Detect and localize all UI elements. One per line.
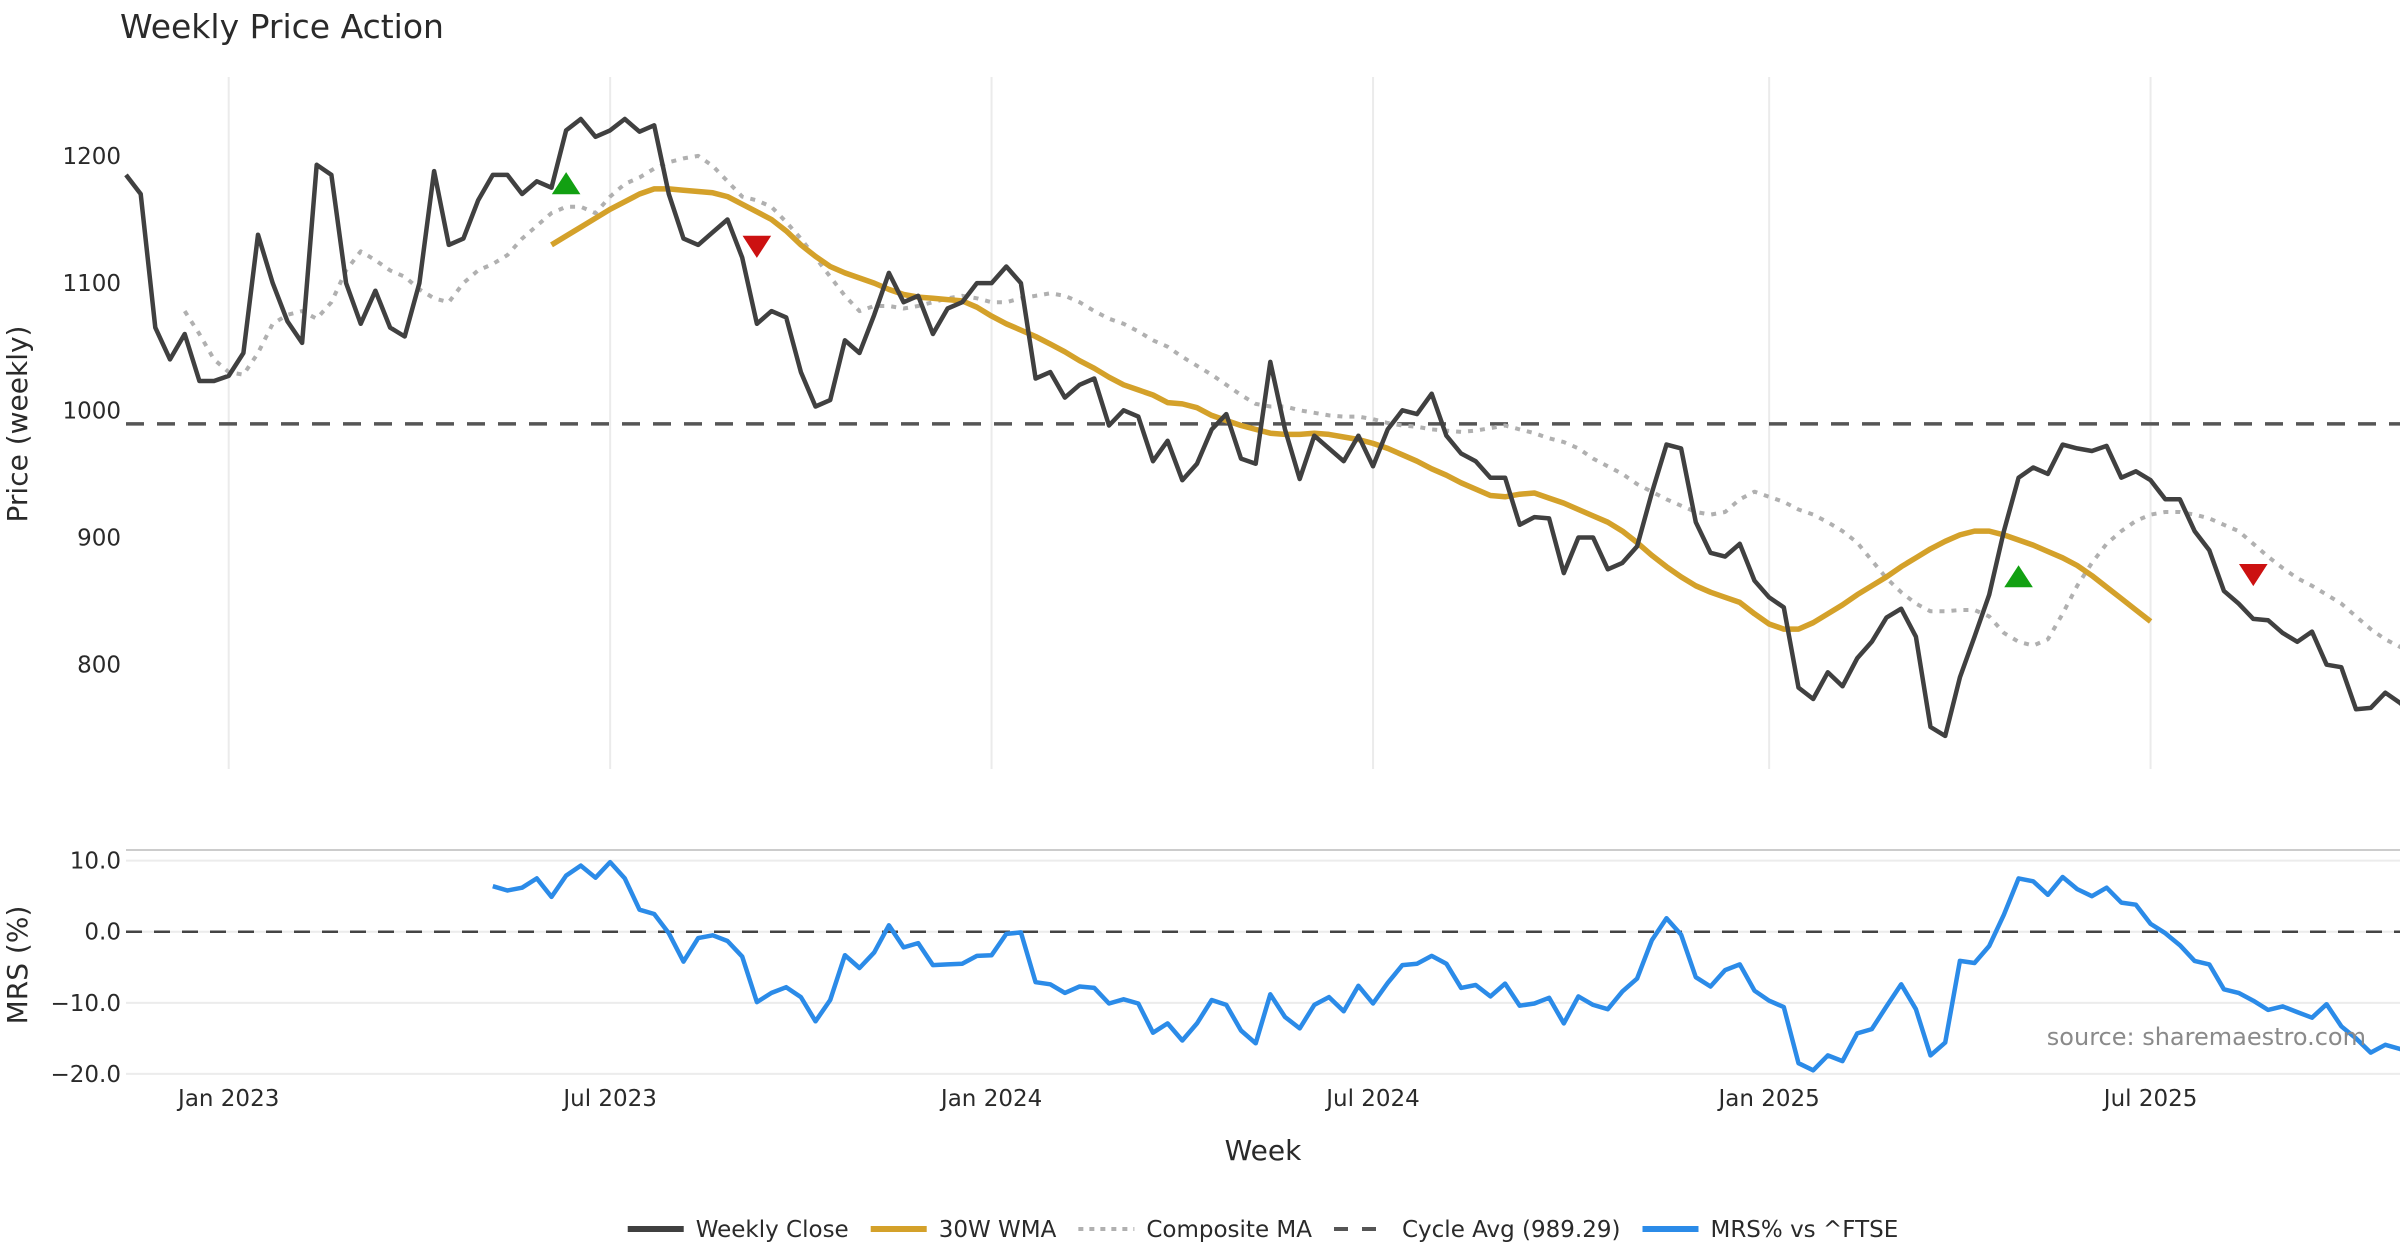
mrs-y-tick-label: −20.0 [51,1062,121,1088]
weekly-close-line [124,116,2400,739]
sell-signal-marker [2238,564,2268,587]
price-panel: 800 900 1000 1100 1200 Price (weekly) [1,77,2400,769]
buy-signal-marker [551,172,581,195]
source-annotation: source: sharemaestro.com [2047,1023,2366,1051]
x-tick-label: Jul 2025 [2102,1086,2198,1112]
price-y-tick-label: 1200 [62,144,121,170]
legend-item: MRS% vs ^FTSE [1642,1217,1898,1243]
buy-signal-marker [2004,565,2033,588]
mrs-y-tick-label: 0.0 [84,920,121,946]
mrs-y-ticks: 10.0 0.0 −10.0 −20.0 [51,849,121,1088]
legend-label: Cycle Avg (989.29) [1402,1217,1621,1243]
price-series [124,116,2400,739]
legend-item: Weekly Close [627,1217,849,1243]
x-tick-label: Jan 2023 [176,1086,279,1112]
x-tick-label: Jul 2024 [1324,1086,1420,1112]
price-y-tick-label: 1100 [62,271,121,297]
legend-item: Composite MA [1078,1217,1312,1243]
chart-title: Weekly Price Action [120,7,444,46]
price-y-tick-label: 1000 [62,398,121,424]
price-y-axis-label: Price (weekly) [1,326,34,523]
wma-30w-line [550,186,2153,632]
x-axis-ticks: Jan 2023 Jul 2023 Jan 2024 Jul 2024 Jan 2025… [176,1086,2197,1112]
x-tick-label: Jan 2025 [1716,1086,1819,1112]
legend-label: 30W WMA [939,1217,1057,1243]
price-y-tick-label: 900 [77,525,121,551]
x-tick-label: Jul 2023 [561,1086,657,1112]
mrs-panel: 10.0 0.0 −10.0 −20.0 MRS (%) source: sharem… [1,849,2400,1088]
mrs-y-tick-label: −10.0 [51,991,121,1017]
signal-markers [551,172,2268,588]
legend-item: 30W WMA [870,1217,1057,1243]
mrs-y-tick-label: 10.0 [70,849,121,875]
legend-label: Composite MA [1146,1217,1312,1243]
legend: Weekly Close 30W WMA Composite MA Cycle Avg… [627,1217,1898,1243]
legend-label: Weekly Close [696,1217,849,1243]
legend-label: MRS% vs ^FTSE [1710,1217,1898,1243]
mrs-series [492,859,2400,1073]
x-tick-label: Jan 2024 [939,1086,1042,1112]
price-y-tick-label: 800 [77,653,121,679]
composite-ma-line [183,153,2400,650]
mrs-line [492,859,2400,1073]
mrs-y-axis-label: MRS (%) [1,906,34,1025]
x-axis-label: Week [1225,1134,1302,1167]
sell-signal-marker [742,235,772,258]
legend-item: Cycle Avg (989.29) [1333,1217,1621,1243]
mrs-gridlines [126,859,2400,1075]
price-y-ticks: 800 900 1000 1100 1200 [62,144,121,679]
